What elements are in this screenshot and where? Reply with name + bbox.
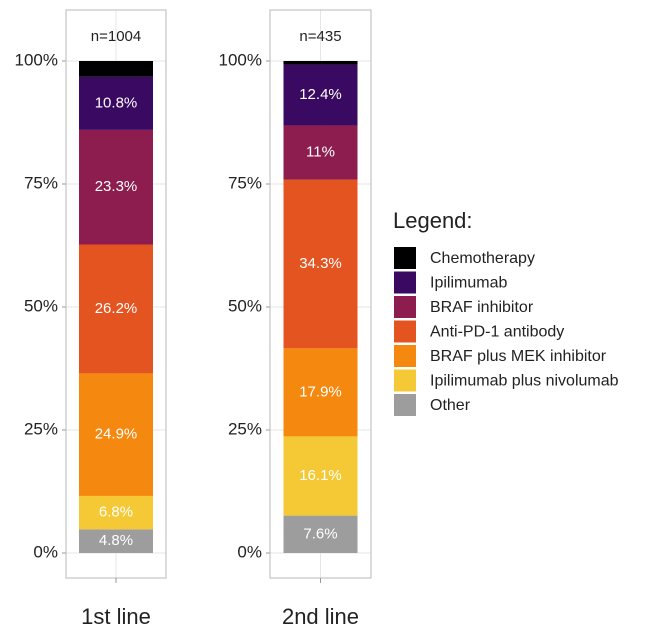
- data-label: 4.8%: [99, 532, 133, 549]
- y-tick-label: 50%: [24, 296, 58, 315]
- legend-key: [394, 369, 416, 392]
- data-label: 26.2%: [95, 300, 138, 317]
- bar-segment: [79, 495, 153, 530]
- y-tick-label: 50%: [228, 296, 262, 315]
- y-tick-label: 100%: [219, 50, 262, 69]
- data-label: 6.8%: [99, 504, 133, 521]
- legend-label: Other: [430, 397, 471, 414]
- data-label: 17.9%: [299, 383, 342, 400]
- legend-label: BRAF inhibitor: [430, 299, 534, 316]
- legend-key: [394, 320, 416, 343]
- legend-label: BRAF plus MEK inhibitor: [430, 348, 607, 365]
- bar-segment: [283, 348, 358, 437]
- bar-segment: [283, 125, 358, 180]
- y-tick-label: 25%: [228, 419, 262, 438]
- data-label: 34.3%: [299, 255, 342, 272]
- legend-key: [394, 271, 416, 294]
- legend-label: Ipilimumab: [430, 275, 507, 292]
- legend-key: [394, 394, 416, 416]
- bar-segment: [283, 179, 358, 349]
- legend-label: Ipilimumab plus nivolumab: [430, 373, 619, 390]
- data-label: 12.4%: [299, 86, 342, 103]
- annotation: n=1004: [91, 28, 141, 45]
- bar-segment: [79, 529, 153, 553]
- y-tick-label: 0%: [33, 542, 58, 561]
- bar-segment: [79, 61, 153, 77]
- legend-key: [394, 345, 416, 367]
- legend-label: Chemotherapy: [430, 250, 535, 267]
- data-label: 7.6%: [303, 525, 337, 542]
- legend-title: Legend:: [393, 208, 473, 233]
- bar-segment: [283, 64, 358, 126]
- y-tick-label: 75%: [228, 173, 262, 192]
- x-tick-label: 2nd line: [282, 604, 359, 629]
- data-label: 11%: [306, 143, 335, 160]
- bar-segment: [283, 61, 358, 65]
- bar-segment: [79, 76, 153, 130]
- data-label: 24.9%: [95, 426, 138, 443]
- x-tick-label: 1st line: [81, 604, 151, 629]
- bar-segment: [283, 436, 358, 516]
- bar-segment: [79, 244, 153, 374]
- bar-segment: [283, 515, 358, 553]
- y-tick-label: 75%: [24, 173, 58, 192]
- data-label: 16.1%: [299, 467, 342, 484]
- legend-label: Anti-PD-1 antibody: [430, 324, 564, 341]
- y-tick-label: 100%: [15, 50, 58, 69]
- data-label: 10.8%: [95, 94, 138, 111]
- y-tick-label: 0%: [237, 542, 262, 561]
- bar-segment: [79, 373, 153, 496]
- bar-segment: [79, 129, 153, 245]
- y-tick-label: 25%: [24, 419, 58, 438]
- legend-key: [394, 296, 416, 318]
- legend-key: [394, 247, 416, 269]
- annotation: n=435: [299, 28, 341, 45]
- data-label: 23.3%: [95, 178, 138, 195]
